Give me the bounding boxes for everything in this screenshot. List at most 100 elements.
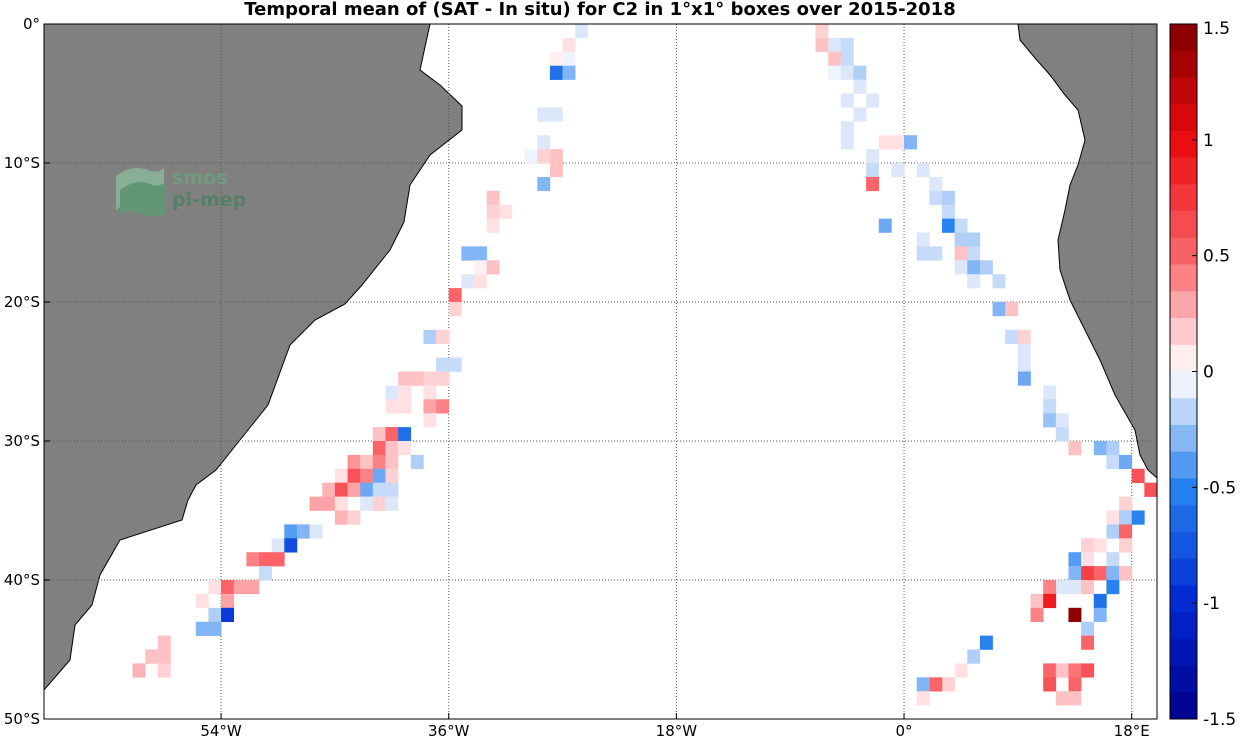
data-cell bbox=[954, 663, 968, 678]
data-cell bbox=[1055, 580, 1069, 595]
data-cell bbox=[853, 79, 867, 94]
data-cell bbox=[840, 135, 854, 150]
data-cell bbox=[1106, 580, 1120, 595]
colorbar-tick-label: -1 bbox=[1203, 594, 1220, 614]
data-cell bbox=[195, 621, 209, 636]
colorbar-segment bbox=[1170, 371, 1197, 399]
data-cell bbox=[967, 246, 981, 261]
data-cell bbox=[372, 468, 386, 483]
data-cell bbox=[967, 232, 981, 247]
data-cell bbox=[562, 37, 576, 53]
data-cell bbox=[360, 482, 374, 497]
data-cell bbox=[385, 427, 399, 442]
data-cell bbox=[1093, 566, 1107, 581]
data-cell bbox=[853, 107, 867, 122]
data-cell bbox=[259, 566, 272, 581]
data-cell bbox=[423, 413, 437, 428]
lat-tick-label: 40°S bbox=[4, 571, 40, 589]
data-cell bbox=[221, 593, 235, 609]
data-cell bbox=[1093, 441, 1107, 456]
data-cell bbox=[866, 163, 880, 178]
data-cell bbox=[436, 371, 450, 386]
data-cell bbox=[853, 65, 867, 80]
logo-wave-front bbox=[120, 182, 166, 217]
data-cell bbox=[1081, 663, 1095, 678]
data-cell bbox=[1017, 371, 1031, 386]
data-cell bbox=[840, 51, 854, 66]
data-cell bbox=[398, 427, 412, 442]
logo-line2: pi-mep bbox=[172, 189, 246, 211]
lon-tick-label: 18°E bbox=[1114, 722, 1150, 739]
data-cell bbox=[1068, 663, 1082, 678]
data-cell bbox=[423, 385, 437, 400]
colorbar-tick-label: 0 bbox=[1203, 363, 1214, 383]
data-cell bbox=[1131, 468, 1145, 483]
data-cell bbox=[322, 482, 336, 497]
data-cell bbox=[1106, 441, 1120, 456]
graticule bbox=[44, 24, 1157, 719]
data-cell bbox=[461, 274, 475, 289]
data-cell bbox=[284, 524, 298, 539]
data-cell bbox=[537, 135, 551, 150]
data-cell bbox=[1119, 538, 1133, 553]
colorbar-segment bbox=[1170, 665, 1197, 693]
colorbar-segment bbox=[1170, 291, 1197, 319]
data-cell bbox=[499, 204, 513, 219]
data-cell bbox=[309, 496, 323, 511]
data-cell bbox=[132, 663, 146, 678]
data-cell bbox=[992, 274, 1006, 289]
data-cell bbox=[486, 190, 500, 205]
data-cell bbox=[979, 635, 993, 650]
data-cell bbox=[549, 65, 563, 80]
data-cell bbox=[334, 496, 348, 511]
data-cell bbox=[537, 176, 551, 192]
colorbar-segment bbox=[1170, 50, 1197, 78]
data-cell bbox=[1043, 677, 1057, 692]
data-cell bbox=[929, 246, 943, 261]
data-cell bbox=[448, 357, 462, 372]
data-cell bbox=[372, 441, 386, 456]
data-cell bbox=[360, 468, 374, 483]
data-cell bbox=[410, 454, 424, 470]
logo-line1: smos bbox=[172, 167, 227, 189]
data-cell bbox=[537, 149, 551, 164]
data-cell bbox=[1068, 552, 1082, 567]
data-cell bbox=[1093, 607, 1107, 622]
data-cell bbox=[347, 482, 361, 497]
data-cell bbox=[1106, 552, 1120, 567]
data-cell bbox=[1119, 454, 1133, 470]
data-cell bbox=[866, 93, 880, 108]
data-cell bbox=[398, 441, 412, 456]
data-cell bbox=[1131, 510, 1145, 525]
colorbar-segment bbox=[1170, 478, 1197, 506]
data-cell bbox=[840, 65, 854, 80]
data-cell bbox=[385, 454, 399, 470]
lon-tick-label: 36°W bbox=[428, 722, 470, 739]
data-cell bbox=[474, 246, 487, 261]
data-cell bbox=[828, 51, 842, 66]
data-cell bbox=[1068, 580, 1082, 595]
data-cell bbox=[929, 176, 943, 192]
data-cell bbox=[233, 580, 247, 595]
colorbar-segment bbox=[1170, 130, 1197, 158]
smos-pi-mep-logo: smos pi-mep bbox=[116, 167, 246, 217]
data-cell bbox=[145, 649, 159, 664]
data-cell bbox=[866, 176, 880, 192]
colorbar-tick-label: -0.5 bbox=[1203, 478, 1236, 498]
colorbar-segment bbox=[1170, 612, 1197, 640]
colorbar-segment bbox=[1170, 398, 1197, 426]
data-cell bbox=[296, 524, 310, 539]
data-cell bbox=[474, 274, 487, 289]
colorbar-segment bbox=[1170, 77, 1197, 105]
data-cell bbox=[1017, 357, 1031, 372]
data-cell bbox=[967, 274, 981, 289]
data-cell bbox=[828, 65, 842, 80]
data-cell bbox=[372, 454, 386, 470]
colorbar-segment bbox=[1170, 531, 1197, 559]
data-cell bbox=[979, 260, 993, 275]
data-cell bbox=[1068, 677, 1082, 692]
colorbar-segment bbox=[1170, 558, 1197, 586]
data-cell bbox=[221, 607, 235, 622]
data-cell bbox=[1106, 454, 1120, 470]
data-cell bbox=[1017, 329, 1031, 344]
